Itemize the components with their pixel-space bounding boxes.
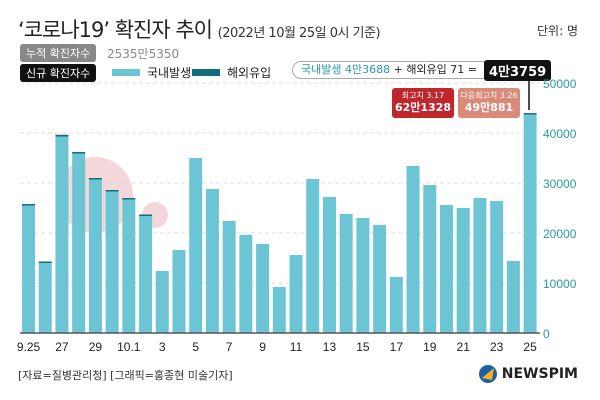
bar-domestic	[339, 214, 353, 333]
bar-domestic	[456, 208, 470, 333]
bar-domestic	[189, 158, 203, 333]
x-tick-label: 15	[356, 340, 370, 354]
x-tick-label: 9	[259, 340, 266, 354]
peak-second-value: 49만881	[464, 101, 514, 114]
bar-domestic	[490, 201, 504, 333]
sum-plus: +	[390, 63, 407, 76]
cumulative-value: 2535만5350	[107, 47, 180, 61]
bar-domestic	[389, 277, 403, 333]
legend-overseas: 해외유입	[192, 64, 271, 81]
bar-domestic	[122, 199, 136, 333]
x-tick-label: 17	[390, 340, 404, 354]
bar-domestic	[88, 179, 102, 333]
peak-record-value: 62만1328	[394, 101, 452, 114]
legend-domestic: 국내발생	[112, 64, 191, 81]
x-tick-label: 25	[523, 340, 537, 354]
bar-overseas	[38, 261, 52, 263]
x-tick-label: 9.25	[17, 340, 41, 354]
x-tick-label: 21	[457, 340, 471, 354]
peak-record-label: 최고치 3.17	[401, 91, 445, 100]
bar-domestic	[473, 198, 487, 333]
bar-domestic	[72, 153, 86, 333]
bar-domestic	[322, 197, 336, 333]
bar-domestic	[155, 271, 169, 333]
newspim-logo-icon	[478, 365, 497, 383]
bar-domestic	[523, 114, 537, 333]
y-tick-label: 20000	[543, 227, 577, 241]
bar-overseas	[105, 190, 119, 192]
y-tick-label: 0	[543, 327, 550, 341]
x-tick-label: 11	[290, 340, 303, 354]
bar-domestic	[222, 221, 236, 333]
legend-label-domestic: 국내발생	[147, 66, 192, 80]
bar-domestic	[506, 261, 520, 333]
cumulative-badge: 누적 확진자수	[20, 44, 97, 62]
bar-overseas	[523, 113, 537, 115]
bar-domestic	[256, 244, 270, 333]
bar-overseas	[72, 152, 86, 154]
unit-label: 단위: 명	[537, 24, 578, 38]
bar-domestic	[172, 250, 186, 333]
bar-domestic	[105, 191, 119, 333]
x-tick-label: 23	[490, 340, 504, 354]
legend-label-overseas: 해외유입	[227, 66, 272, 80]
y-tick-label: 50000	[543, 77, 577, 91]
title-main: ‘코로나19’ 확진자 추이	[18, 18, 213, 42]
legend-swatch-domestic	[112, 69, 140, 76]
x-tick-label: 7	[226, 340, 233, 354]
x-tick-label: 27	[55, 340, 69, 354]
y-tick-label: 30000	[543, 177, 577, 191]
bar-domestic	[272, 287, 286, 333]
bar-domestic	[423, 185, 437, 333]
peak-second-box: 다음최고치 3.26 49만881	[458, 88, 520, 118]
bar-overseas	[88, 178, 102, 180]
newspim-logo: NEWSPIM	[478, 364, 578, 384]
peak-second-label: 다음최고치 3.26	[460, 91, 518, 100]
chart-title: ‘코로나19’ 확진자 추이 (2022년 10월 25일 0시 기준)	[18, 14, 381, 44]
bar-domestic	[139, 216, 153, 333]
bar-domestic	[38, 263, 52, 333]
bar-overseas	[139, 214, 153, 216]
bar-domestic	[373, 225, 387, 333]
x-tick-label: 3	[159, 340, 166, 354]
total-badge: 4만3759	[484, 60, 552, 81]
bar-domestic	[55, 136, 69, 333]
bar-domestic	[22, 205, 35, 333]
x-tick-label: 5	[192, 340, 199, 354]
sum-annotation: 국내발생 4만3688 + 해외유입 71 =	[292, 61, 492, 79]
y-tick-label: 10000	[543, 277, 577, 291]
logo-text: NEWSPIM	[501, 366, 578, 382]
bar-domestic	[239, 235, 253, 333]
x-tick-label: 13	[323, 340, 337, 354]
sum-domestic: 국내발생 4만3688	[301, 63, 391, 76]
sum-overseas: 해외유입 71 =	[406, 63, 477, 76]
bar-overseas	[22, 204, 35, 206]
bar-overseas	[55, 134, 69, 137]
x-tick-label: 10.1	[117, 340, 141, 354]
x-tick-label: 29	[89, 340, 103, 354]
bar-domestic	[306, 179, 320, 333]
new-cases-badge: 신규 확진자수	[20, 64, 97, 82]
x-tick-label: 19	[423, 340, 437, 354]
bar-domestic	[356, 218, 370, 333]
bar-domestic	[205, 189, 219, 333]
bar-overseas	[122, 198, 136, 200]
peak-record-box: 최고치 3.17 62만1328	[392, 88, 454, 118]
bar-domestic	[406, 166, 420, 333]
source-credit: [자료=질병관리청] [그래픽=홍종현 미술기자]	[18, 369, 233, 382]
bar-domestic	[440, 205, 453, 333]
title-subtitle: (2022년 10월 25일 0시 기준)	[217, 26, 381, 41]
legend-swatch-overseas	[192, 69, 220, 76]
bar-domestic	[289, 255, 303, 333]
y-tick-label: 40000	[543, 127, 577, 141]
